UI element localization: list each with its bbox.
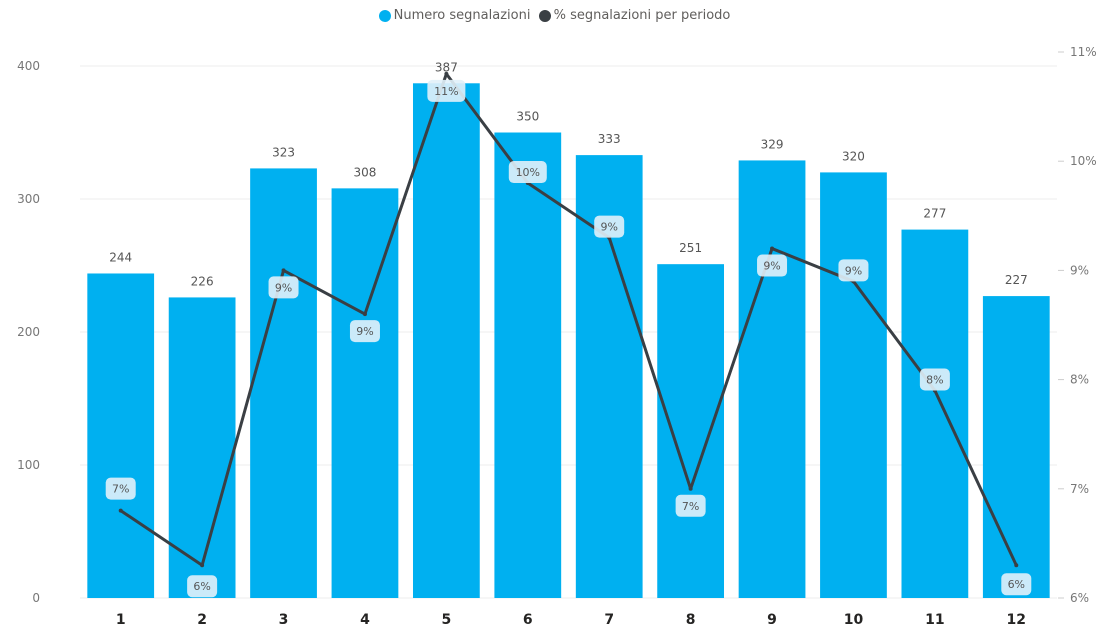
line-data-label: 10% — [516, 166, 540, 179]
line-label-box — [508, 161, 547, 184]
x-tick-label: 10 — [844, 612, 864, 628]
line-data-label: 7% — [112, 483, 129, 496]
bar-data-label: 387 — [435, 60, 458, 74]
line-point[interactable] — [444, 71, 449, 76]
line-data-label: 9% — [763, 260, 780, 273]
line-label-box — [187, 575, 218, 598]
line-label-box — [427, 79, 466, 102]
bar[interactable] — [657, 264, 725, 598]
bar-data-label: 329 — [761, 137, 784, 151]
x-tick-label: 8 — [686, 612, 696, 628]
line-label-box — [105, 477, 136, 500]
line-data-label: 11% — [434, 85, 458, 98]
x-tick-label: 1 — [116, 612, 126, 628]
bar[interactable] — [494, 132, 562, 599]
chart-legend: Numero segnalazioni % segnalazioni per p… — [0, 8, 1109, 26]
x-tick-label: 11 — [925, 612, 944, 628]
x-tick-label: 3 — [279, 612, 289, 628]
x-tick-label: 2 — [197, 612, 207, 628]
line-label-box — [757, 254, 788, 277]
bar-data-label: 251 — [679, 241, 702, 255]
line-point[interactable] — [770, 246, 775, 251]
y-right-tick-label: 8% — [1070, 373, 1089, 387]
line-data-label: 6% — [1008, 578, 1025, 591]
bar[interactable] — [982, 296, 1050, 598]
legend-bar-swatch-icon — [378, 9, 391, 22]
x-tick-label: 9 — [767, 612, 777, 628]
line-point[interactable] — [200, 563, 205, 568]
bar-data-label: 226 — [191, 274, 214, 288]
legend-bar-label: Numero segnalazioni — [393, 8, 531, 23]
bar[interactable] — [331, 188, 399, 599]
x-tick-label: 7 — [604, 612, 614, 628]
bar-data-label: 277 — [923, 207, 946, 221]
line-data-label: 9% — [600, 221, 617, 234]
y-right-tick-label: 10% — [1070, 154, 1097, 168]
legend-item-bars[interactable]: Numero segnalazioni — [378, 8, 531, 23]
line-point[interactable] — [118, 508, 123, 513]
line-label-box — [1001, 573, 1032, 596]
bar-data-label: 320 — [842, 149, 865, 163]
x-tick-label: 12 — [1007, 612, 1026, 628]
x-tick-label: 6 — [523, 612, 533, 628]
y-left-tick-label: 300 — [17, 192, 40, 206]
line-point[interactable] — [281, 268, 286, 273]
y-left-tick-label: 100 — [17, 458, 40, 472]
y-left-tick-label: 0 — [32, 591, 40, 605]
bar-data-label: 227 — [1005, 273, 1028, 287]
line-point[interactable] — [362, 312, 367, 317]
y-left-tick-label: 200 — [17, 325, 40, 339]
line-data-label: 7% — [682, 500, 699, 513]
line-data-label: 9% — [356, 325, 373, 338]
line-series[interactable] — [119, 72, 1018, 567]
line-point[interactable] — [688, 486, 693, 491]
bar[interactable] — [412, 83, 480, 599]
bar[interactable] — [168, 297, 236, 598]
y-right-tick-label: 7% — [1070, 482, 1089, 496]
y-right-tick-label: 11% — [1070, 45, 1097, 59]
x-tick-label: 5 — [442, 612, 452, 628]
x-tick-label: 4 — [360, 612, 370, 628]
bar[interactable] — [901, 229, 969, 598]
line-label-box — [349, 320, 380, 343]
line-label-box — [838, 259, 869, 282]
line-label-box — [919, 368, 950, 391]
legend-line-label: % segnalazioni per periodo — [553, 8, 731, 23]
bar-data-label: 244 — [109, 250, 132, 264]
bar[interactable] — [87, 273, 155, 598]
line-data-label: 9% — [845, 264, 862, 277]
bar-data-label: 323 — [272, 145, 295, 159]
y-right-tick-label: 6% — [1070, 591, 1089, 605]
line-point[interactable] — [1014, 563, 1019, 568]
bar-data-label: 308 — [354, 165, 377, 179]
bar[interactable] — [738, 160, 806, 598]
line-label-box — [594, 215, 625, 238]
y-left-tick-label: 400 — [17, 59, 40, 73]
bar-data-label: 350 — [516, 110, 539, 124]
bar-data-label: 333 — [598, 132, 621, 146]
line-label-box — [268, 276, 299, 299]
legend-item-line[interactable]: % segnalazioni per periodo — [538, 8, 731, 23]
bar[interactable] — [820, 172, 887, 598]
bar[interactable] — [250, 168, 317, 598]
legend-line-swatch-icon — [538, 9, 551, 22]
line-label-box — [675, 494, 706, 517]
line-data-label: 6% — [193, 580, 210, 593]
line-data-label: 8% — [926, 374, 943, 387]
line-data-label: 9% — [275, 281, 292, 294]
y-right-tick-label: 9% — [1070, 263, 1089, 277]
